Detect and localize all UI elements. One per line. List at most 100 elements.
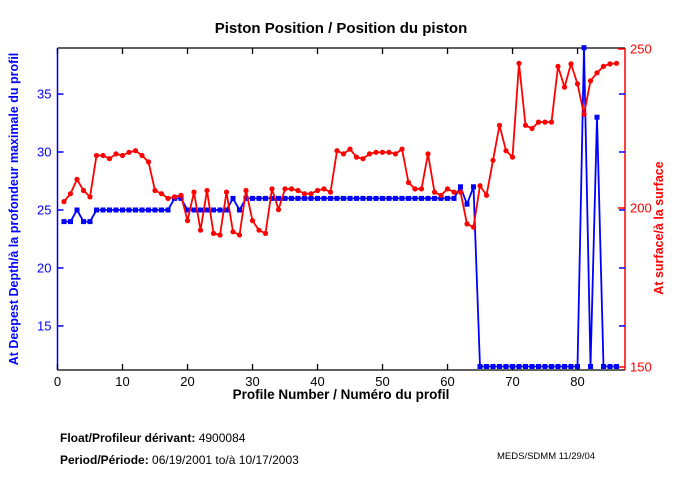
piston-position-at-surface-marker [555, 63, 561, 69]
piston-position-at-deepest-depth-marker [484, 364, 489, 369]
piston-position-at-deepest-depth-marker [373, 195, 379, 201]
piston-position-at-surface-marker [607, 61, 613, 67]
piston-position-at-surface-marker [288, 186, 295, 192]
piston-position-at-deepest-depth-marker [432, 195, 437, 201]
piston-position-at-deepest-depth-marker [549, 364, 554, 369]
piston-position-at-deepest-depth-marker [243, 195, 249, 201]
piston-position-at-surface-marker [347, 146, 353, 152]
piston-position-at-deepest-depth-marker [113, 207, 119, 213]
piston-position-at-surface-marker [236, 232, 243, 238]
piston-position-at-surface-marker [373, 149, 379, 155]
piston-position-at-surface-marker [249, 218, 256, 224]
piston-position-at-surface-marker [184, 218, 191, 224]
piston-position-at-deepest-depth-marker [204, 207, 210, 213]
piston-position-at-surface-marker [145, 159, 152, 165]
piston-position-at-surface-marker [412, 186, 418, 192]
piston-position-at-deepest-depth-marker [237, 207, 242, 213]
x-tick-label: 30 [245, 374, 259, 389]
piston-position-at-deepest-depth-marker [380, 195, 385, 201]
piston-position-at-deepest-depth-marker [438, 195, 444, 201]
left-tick-label: 35 [37, 87, 51, 102]
piston-position-at-deepest-depth-marker [451, 195, 457, 201]
piston-position-at-surface-marker [139, 152, 145, 159]
piston-position-at-surface-marker [418, 186, 425, 192]
piston-position-at-deepest-depth-marker [360, 195, 366, 201]
piston-position-at-deepest-depth-marker [87, 219, 93, 225]
credit-text: MEDS/SDMM 11/29/04 [497, 451, 596, 462]
piston-position-at-deepest-depth-marker [529, 364, 535, 369]
piston-position-at-deepest-depth-marker [536, 364, 541, 369]
right-tick-label: 150 [630, 360, 652, 375]
period-label: Period/Période: [60, 453, 149, 467]
piston-position-at-surface-marker [93, 152, 100, 159]
piston-position-at-deepest-depth-marker [315, 195, 320, 201]
piston-position-at-surface-marker [191, 189, 197, 195]
piston-position-at-surface-marker [483, 192, 490, 198]
x-tick-label: 60 [440, 374, 454, 389]
piston-position-at-surface-marker [327, 189, 334, 195]
piston-position-at-surface-marker [509, 154, 516, 160]
piston-position-at-deepest-depth-marker [211, 207, 216, 213]
piston-position-at-deepest-depth-marker [81, 219, 86, 225]
piston-position-at-surface-marker [496, 122, 503, 128]
piston-position-at-surface-marker [152, 187, 158, 194]
period-value: 06/19/2001 to/à 10/17/2003 [152, 453, 299, 467]
piston-position-at-surface-marker [522, 122, 529, 128]
piston-position-at-deepest-depth-marker [126, 207, 132, 213]
piston-position-at-surface-marker [535, 119, 542, 125]
piston-position-at-deepest-depth-marker [347, 195, 353, 201]
piston-position-at-surface-marker [119, 152, 126, 159]
piston-position-at-deepest-depth-marker [568, 364, 574, 369]
piston-position-at-surface-marker [295, 187, 301, 194]
piston-position-at-deepest-depth-marker [282, 195, 288, 201]
piston-position-at-surface-marker [470, 224, 477, 230]
piston-position-at-deepest-depth-marker [367, 195, 372, 201]
piston-position-at-deepest-depth-marker [490, 364, 496, 369]
piston-position-at-deepest-depth-marker [607, 364, 613, 369]
piston-position-at-deepest-depth-marker [555, 364, 561, 369]
piston-position-at-deepest-depth-marker [386, 195, 392, 201]
piston-position-at-surface-marker [425, 151, 431, 157]
piston-position-at-deepest-depth-marker [354, 195, 359, 201]
piston-position-at-surface-marker [594, 70, 600, 76]
piston-position-at-deepest-depth-marker [100, 207, 106, 213]
piston-position-at-surface-marker [490, 157, 496, 163]
piston-position-at-surface-marker [67, 191, 74, 197]
piston-position-at-deepest-depth-marker [224, 207, 229, 213]
piston-position-at-surface-marker [74, 176, 80, 182]
piston-position-at-surface-marker [178, 192, 184, 198]
piston-position-at-surface-marker [438, 192, 444, 198]
piston-position-at-deepest-depth-marker [295, 195, 301, 201]
piston-position-at-surface-marker [158, 191, 165, 197]
piston-position-at-surface-marker [457, 189, 464, 195]
piston-position-at-deepest-depth-marker [250, 195, 255, 201]
piston-position-at-deepest-depth-marker [341, 195, 346, 201]
piston-position-at-surface-marker [80, 187, 87, 194]
piston-position-at-surface-marker [262, 230, 269, 236]
piston-position-at-surface-marker [392, 151, 399, 157]
piston-position-at-surface-marker [451, 189, 457, 195]
piston-position-at-deepest-depth-marker [581, 45, 587, 51]
piston-position-at-surface-marker [334, 148, 340, 154]
piston-position-at-deepest-depth-marker [308, 195, 314, 201]
piston-position-at-deepest-depth-marker [601, 364, 606, 369]
piston-position-at-deepest-depth-marker [120, 207, 125, 213]
piston-position-at-deepest-depth-marker [152, 207, 158, 213]
piston-position-at-surface-marker [516, 60, 522, 66]
piston-position-at-deepest-depth-marker [425, 195, 431, 201]
piston-position-at-surface-marker [379, 149, 386, 155]
float-id-label: Float/Profileur dérivant: [60, 431, 196, 445]
piston-position-at-surface-marker [230, 229, 236, 235]
piston-position-at-deepest-depth-marker [74, 207, 80, 213]
line-chart-plot: 0 10 20 30 40 50 60 70 80 15 20 25 30 35 150 200 250 [37, 41, 652, 389]
piston-position-at-deepest-depth-marker [107, 207, 112, 213]
piston-position-at-surface-marker [100, 152, 106, 159]
piston-position-at-deepest-depth-marker [276, 195, 281, 201]
float-id-line: Float/Profileur dérivant: 4900084 [60, 431, 245, 445]
piston-position-at-surface-marker [561, 84, 568, 90]
piston-position-at-deepest-depth-marker [542, 364, 548, 369]
piston-position-at-deepest-depth-marker [497, 364, 502, 369]
left-tick-label: 25 [37, 202, 51, 217]
right-tick-label: 200 [630, 200, 652, 215]
